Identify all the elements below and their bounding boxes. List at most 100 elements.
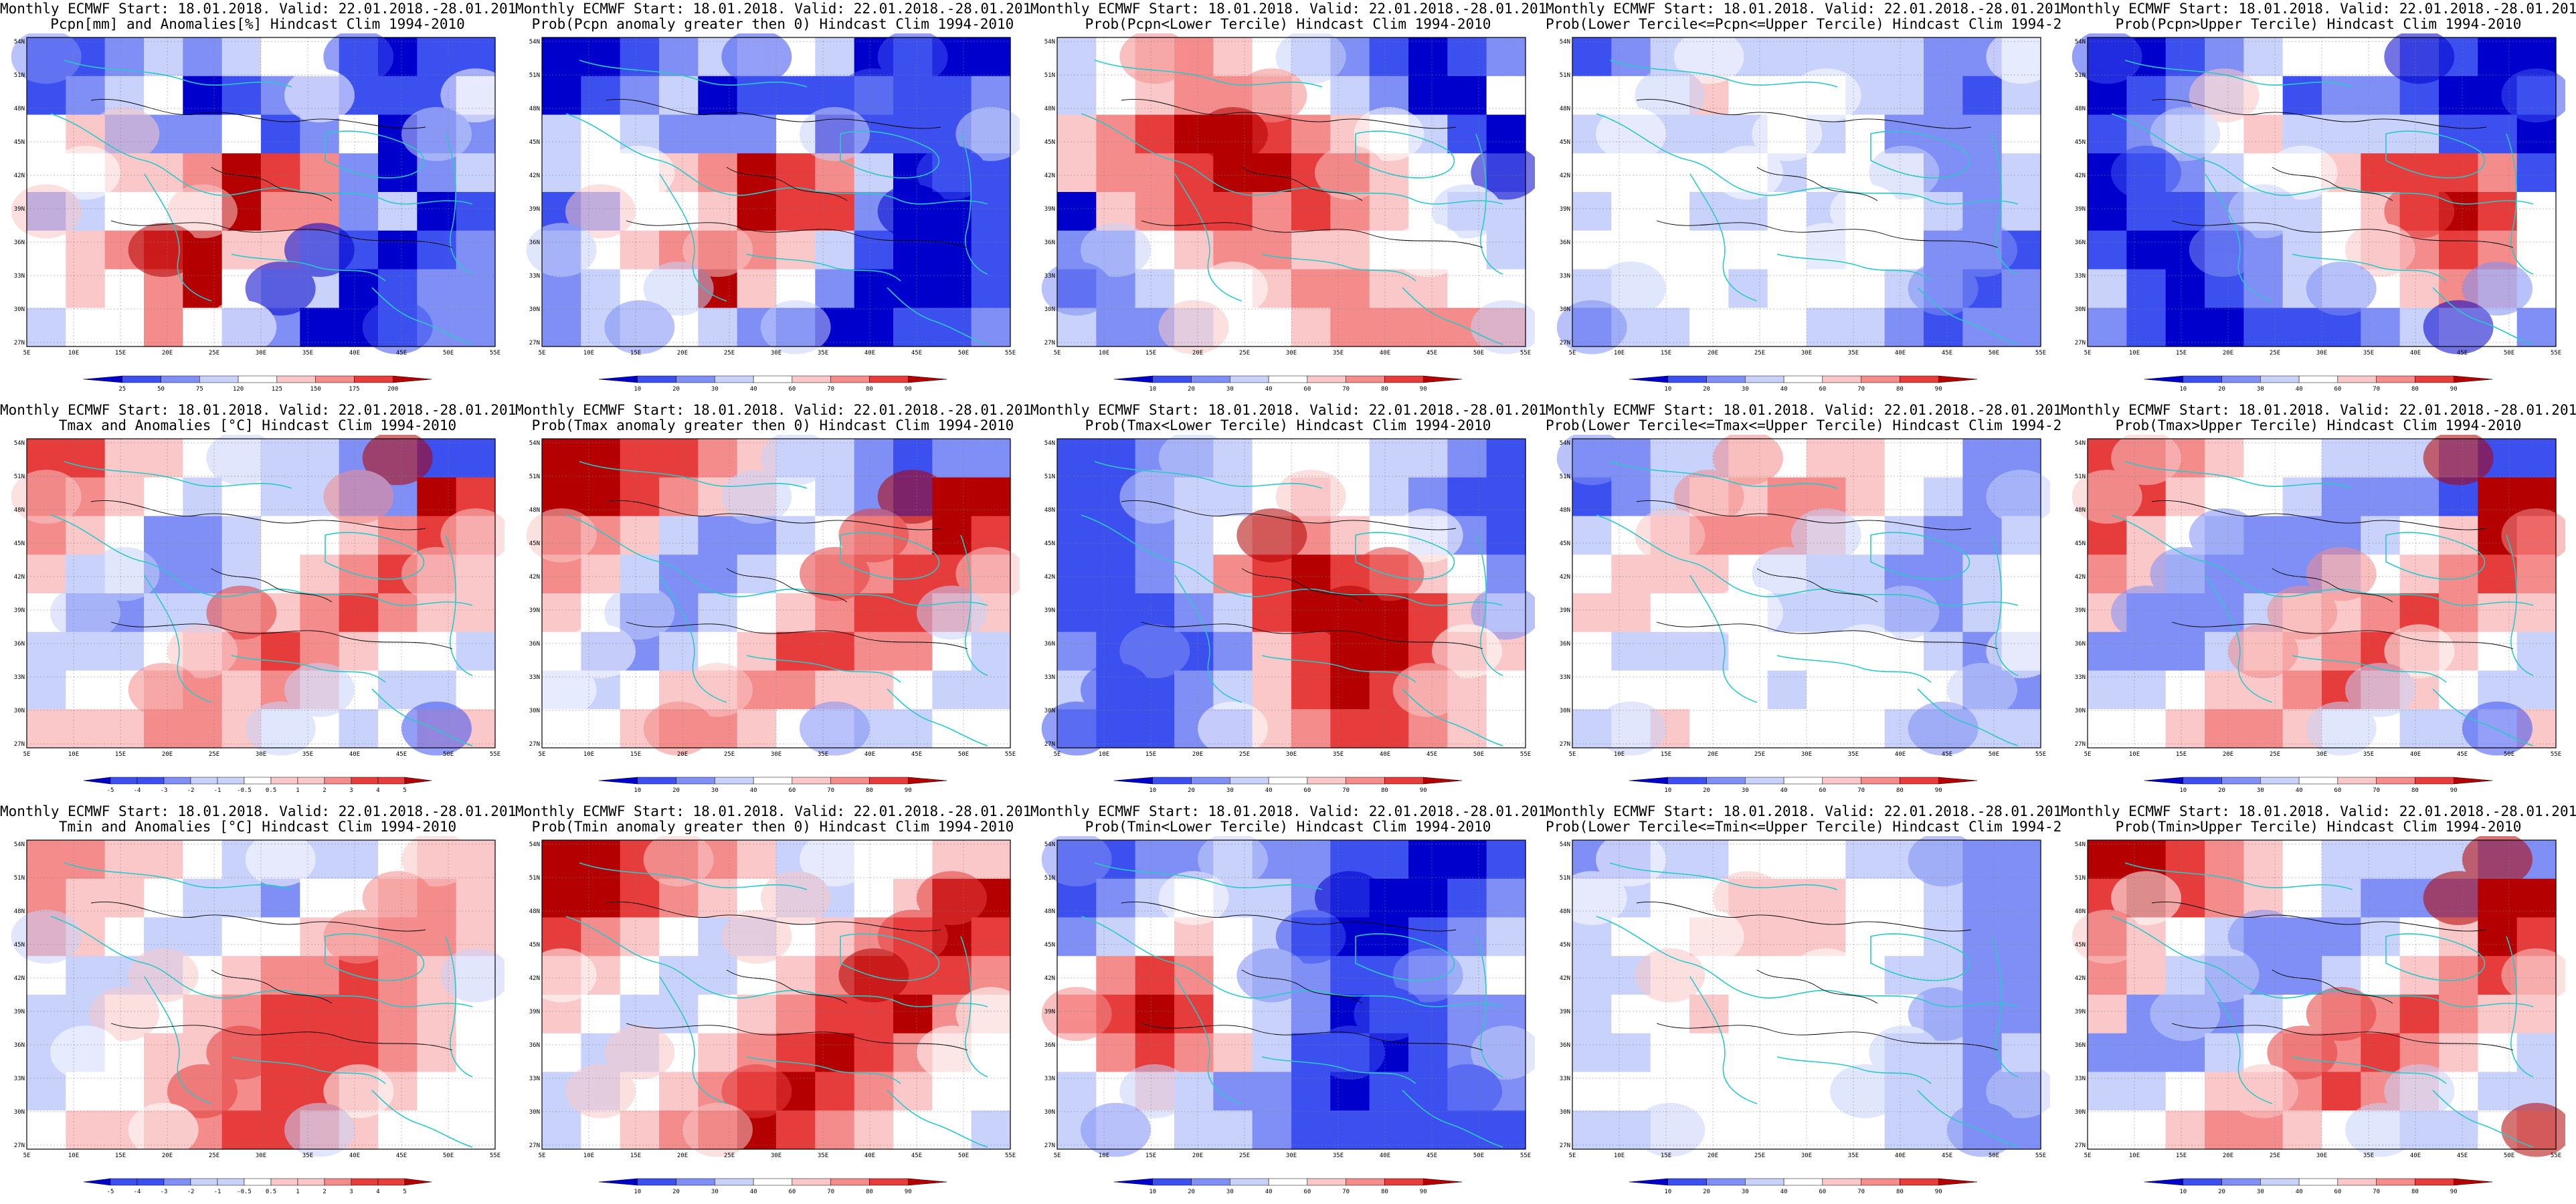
- field-blob: [1158, 871, 1229, 926]
- field-cell: [1845, 709, 1885, 748]
- field-cell: [378, 995, 418, 1034]
- field-cell: [1174, 555, 1214, 594]
- colorbar-swatch: [83, 1178, 111, 1186]
- lon-label: 5E: [2084, 1152, 2092, 1159]
- lat-label: 39N: [1560, 1009, 1570, 1015]
- field-cell: [1728, 956, 1768, 995]
- field-cell: [417, 1072, 457, 1111]
- colorbar-tick-label: 20: [1703, 1189, 1710, 1195]
- map-frame: [2087, 438, 2557, 748]
- field-cell: [378, 192, 418, 231]
- lon-label: 40E: [1895, 751, 1906, 758]
- field-cell: [183, 477, 223, 517]
- lat-label: 45N: [529, 540, 540, 547]
- coast-red-sea: [2432, 688, 2534, 746]
- colorbar-swatch: [1268, 375, 1308, 383]
- colorbar-tick-label: 60: [1819, 787, 1826, 794]
- field-cell: [104, 192, 145, 231]
- lon-label: 30E: [771, 1152, 781, 1159]
- lon-label: 45E: [2457, 751, 2468, 758]
- field-cell: [893, 709, 933, 748]
- contour: [1636, 902, 1972, 932]
- lat-label: 27N: [14, 741, 25, 748]
- colorbar-swatch: [2221, 777, 2261, 785]
- field-blob: [2423, 300, 2494, 355]
- colorbar-tick-label: 4: [376, 1189, 379, 1195]
- contour: [110, 1023, 453, 1051]
- field-blob: [2306, 261, 2377, 316]
- field-cell: [1728, 1110, 1768, 1150]
- contour: [2151, 902, 2487, 932]
- field-cell: [27, 114, 66, 154]
- field-cell: [1252, 631, 1292, 672]
- field-cell: [1924, 555, 1963, 594]
- field-cell: [659, 631, 699, 672]
- field-cell: [815, 1072, 855, 1111]
- field-cell: [1369, 37, 1409, 77]
- field-cell: [776, 670, 816, 710]
- field-cell: [2399, 917, 2440, 957]
- colorbar-tick-label: 80: [1381, 386, 1388, 393]
- lon-label: 20E: [162, 751, 173, 758]
- contour: [1241, 969, 1363, 1004]
- field-cell: [2361, 593, 2401, 633]
- colorbar-swatch: [792, 1178, 831, 1186]
- field-blob: [128, 1102, 199, 1157]
- lon-label: 15E: [1145, 751, 1156, 758]
- field-smoothing: [526, 33, 1020, 355]
- colorbar-swatch: [110, 777, 138, 785]
- field-cell: [144, 878, 183, 918]
- coast-adriatic: [1174, 575, 1243, 703]
- field-cell: [300, 555, 340, 594]
- field-cell: [456, 878, 496, 918]
- field-smoothing: [1041, 435, 1535, 756]
- field-blob: [526, 508, 597, 563]
- field-cell: [456, 153, 496, 193]
- field-blob: [2111, 585, 2181, 640]
- field-cell: [2165, 192, 2205, 231]
- field-cell: [1728, 1033, 1768, 1073]
- field-cell: [1767, 709, 1807, 748]
- contour: [110, 220, 453, 248]
- field-cell: [1572, 995, 1612, 1034]
- lat-label: 36N: [1044, 641, 1055, 647]
- lat-label: 48N: [14, 908, 25, 915]
- field-cell: [2399, 709, 2440, 748]
- field-cell: [456, 670, 496, 710]
- field-blob: [2267, 585, 2338, 640]
- colorbar-swatch: [238, 375, 278, 383]
- field-cell: [417, 477, 457, 517]
- field-cell: [1447, 439, 1487, 478]
- field-blob: [917, 1025, 987, 1080]
- field-cell: [1213, 917, 1253, 957]
- colorbar-tick-label: 0.5: [266, 1189, 276, 1195]
- lon-label: 25E: [1239, 751, 1250, 758]
- coast-mediterranean-south: [1776, 254, 1932, 282]
- field-cell: [2088, 308, 2127, 347]
- field-cell: [66, 439, 106, 478]
- colorbar-tick-label: 80: [2411, 1189, 2419, 1195]
- field-cell: [1767, 37, 1807, 77]
- field-cell: [1572, 670, 1612, 710]
- graticule: [26, 37, 496, 346]
- colorbar-tick-label: 90: [1935, 386, 1942, 393]
- field-blob: [323, 33, 394, 84]
- contour: [626, 1023, 968, 1051]
- field-cell: [1689, 840, 1729, 880]
- graticule: [2087, 37, 2557, 346]
- field-cell: [698, 516, 738, 555]
- field-cell: [1291, 1110, 1331, 1150]
- lon-label: 40E: [864, 751, 875, 758]
- colorbar: 25 50 75 120 125 150 175 200: [83, 375, 432, 393]
- lon-label: 40E: [864, 350, 875, 357]
- contour: [2171, 220, 2514, 248]
- colorbar-swatch: [1822, 375, 1861, 383]
- field-blob: [1392, 508, 1463, 563]
- field-cell: [221, 37, 262, 77]
- field-cell: [1174, 1110, 1214, 1150]
- field-cell: [1486, 477, 1526, 517]
- coast-black-sea: [2385, 130, 2486, 179]
- field-blob: [1673, 909, 1744, 964]
